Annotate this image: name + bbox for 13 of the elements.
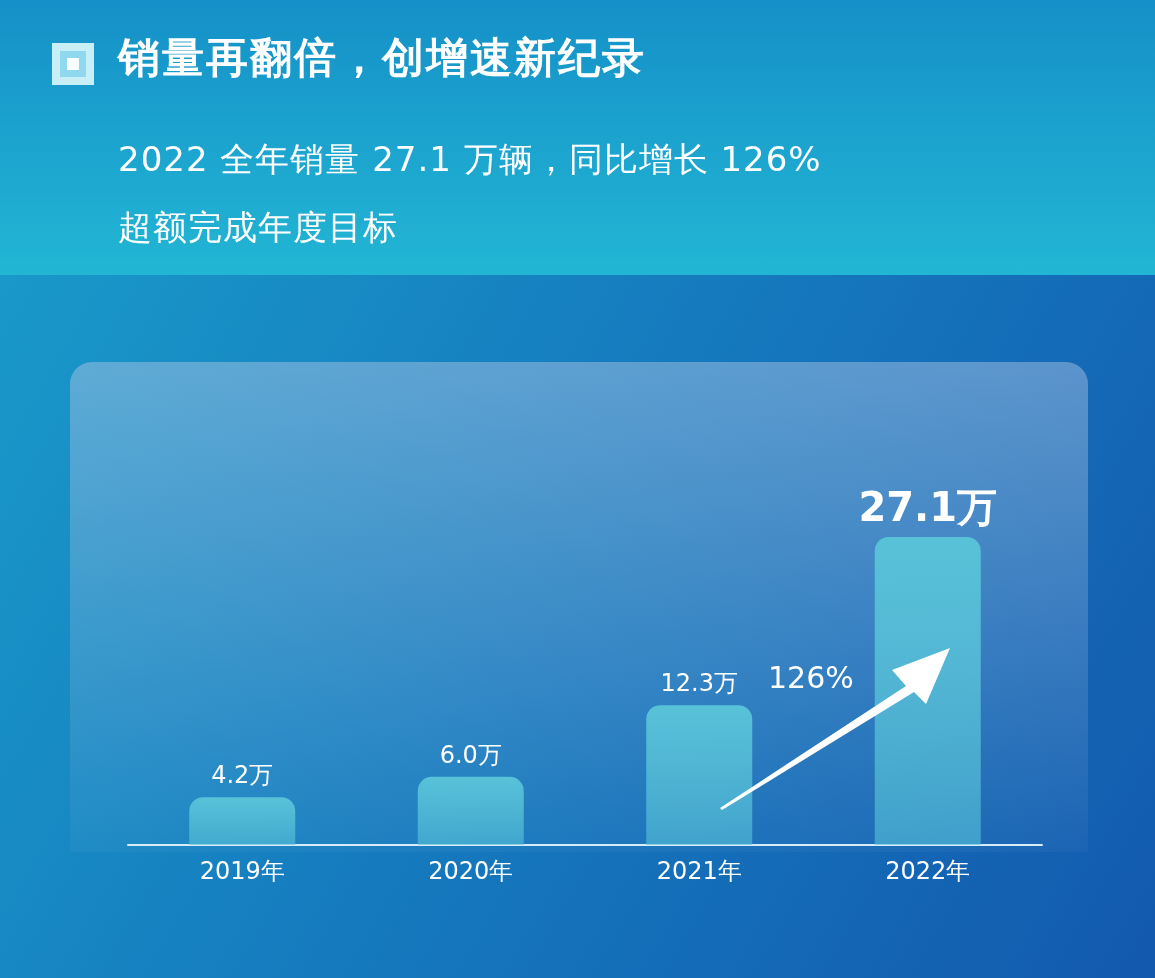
x-tick-label: 2019年 <box>199 857 285 885</box>
x-tick-label: 2020年 <box>428 857 514 885</box>
x-tick-label: 2021年 <box>656 857 742 885</box>
bar <box>417 776 524 845</box>
data-label: 4.2万 <box>211 761 274 790</box>
bar <box>189 797 296 845</box>
data-label: 27.1万 <box>858 484 998 530</box>
data-label: 6.0万 <box>439 740 502 769</box>
chart-title: 销量再翻倍，创增速新纪录 <box>118 32 646 84</box>
chart-subtitle: 2022 全年销量 27.1 万辆，同比增长 126% 超额完成年度目标 <box>118 138 822 249</box>
annotation: 126% <box>768 660 854 695</box>
data-label: 12.3万 <box>660 669 738 698</box>
x-tick-label: 2022年 <box>885 857 971 885</box>
